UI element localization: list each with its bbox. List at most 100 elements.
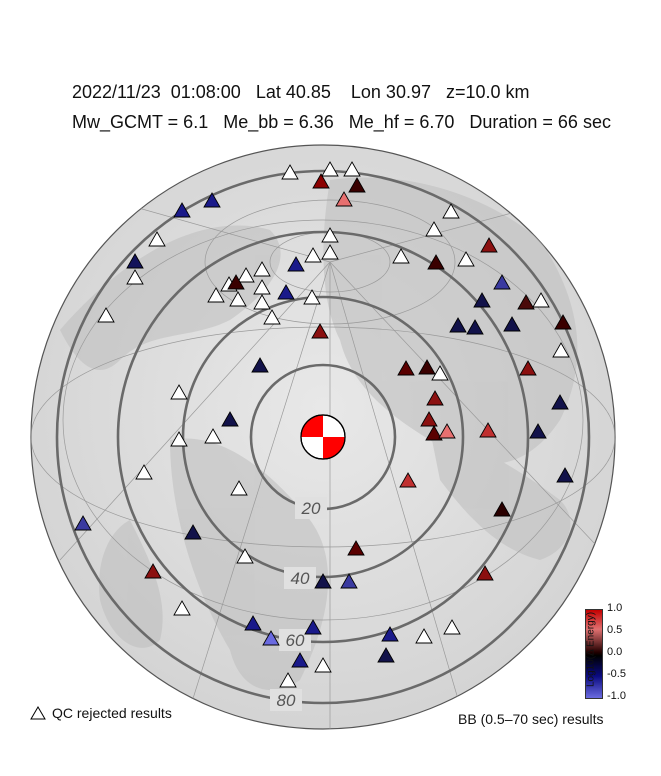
station-qc-rejected: [135, 464, 153, 480]
qc-legend-label: QC rejected results: [52, 705, 172, 721]
station-qc-rejected: [253, 294, 271, 310]
station-marker: [221, 411, 239, 427]
station-qc-rejected: [97, 307, 115, 323]
station-qc-rejected: [321, 244, 339, 260]
colorbar-tick: -1.0: [607, 690, 626, 702]
station-marker: [262, 630, 280, 646]
station-marker: [517, 294, 535, 310]
station-marker: [377, 647, 395, 663]
station-qc-rejected: [321, 161, 339, 177]
colorbar-gradient: [585, 609, 603, 699]
station-qc-rejected: [170, 384, 188, 400]
station-qc-rejected: [425, 221, 443, 237]
station-qc-rejected: [173, 600, 191, 616]
distance-rings: [55, 169, 591, 705]
station-marker: [227, 274, 245, 290]
ring-60: [116, 230, 530, 644]
station-marker: [427, 254, 445, 270]
qc-triangle-icon: [30, 706, 46, 720]
station-marker: [420, 411, 438, 427]
station-qc-rejected: [237, 267, 255, 283]
station-marker: [340, 573, 358, 589]
station-marker: [466, 319, 484, 335]
colorbar-tick: -0.5: [607, 668, 626, 680]
station-marker: [418, 359, 436, 375]
station-marker: [347, 540, 365, 556]
station-qc-rejected: [230, 480, 248, 496]
station-marker: [251, 357, 269, 373]
qc-legend: QC rejected results: [30, 705, 172, 721]
station-marker: [277, 284, 295, 300]
station-qc-rejected: [343, 161, 361, 177]
event-info-line-1: 2022/11/23 01:08:00 Lat 40.85 Lon 30.97 …: [72, 82, 530, 102]
station-qc-rejected: [457, 251, 475, 267]
colorbar-tick: 0.5: [607, 624, 623, 636]
station-marker: [519, 360, 537, 376]
colorbar-title: Log10(Δ Energy): [585, 611, 597, 688]
station-marker: [144, 563, 162, 579]
station-qc-rejected: [204, 428, 222, 444]
station-marker: [399, 472, 417, 488]
station-marker: [554, 314, 572, 330]
station-qc-rejected: [253, 279, 271, 295]
station-qc-rejected: [321, 227, 339, 243]
ring-80: [55, 169, 591, 705]
graticule: [31, 199, 615, 729]
station-marker: [314, 573, 332, 589]
station-qc-rejected: [229, 291, 247, 307]
ring-label-20: 20: [301, 499, 321, 518]
station-qc-rejected: [443, 619, 461, 635]
station-marker: [184, 524, 202, 540]
station-marker: [473, 292, 491, 308]
station-marker: [348, 177, 366, 193]
station-marker: [449, 317, 467, 333]
station-marker: [503, 316, 521, 332]
station-qc-rejected: [392, 248, 410, 264]
station-qc-rejected: [415, 628, 433, 644]
station-marker: [304, 619, 322, 635]
bb-legend-label: BB (0.5–70 sec) results: [458, 711, 604, 727]
station-marker: [438, 423, 456, 439]
station-qc-rejected: [314, 657, 332, 673]
station-marker: [480, 237, 498, 253]
station-marker: [493, 274, 511, 290]
station-marker: [203, 192, 221, 208]
station-qc-rejected: [442, 203, 460, 219]
station-marker: [126, 253, 144, 269]
colorbar-tick: 1.0: [607, 602, 623, 614]
distance-labels: 20 40 60 80: [270, 497, 327, 711]
station-qc-rejected: [253, 261, 271, 277]
station-marker: [493, 501, 511, 517]
station-marker: [529, 423, 547, 439]
station-marker: [287, 256, 305, 272]
station-qc-rejected: [279, 672, 297, 688]
station-qc-rejected: [148, 231, 166, 247]
land-shading: [60, 177, 578, 690]
station-marker: [74, 515, 92, 531]
station-markers: [74, 161, 574, 688]
ring-label-60: 60: [286, 631, 305, 650]
ring-label-40: 40: [291, 569, 310, 588]
station-marker: [381, 626, 399, 642]
ring-label-80: 80: [277, 691, 296, 710]
station-marker: [291, 652, 309, 668]
station-marker: [335, 191, 353, 207]
station-qc-rejected: [236, 548, 254, 564]
station-marker: [425, 425, 443, 441]
station-qc-rejected: [126, 269, 144, 285]
station-marker: [426, 390, 444, 406]
station-marker: [479, 422, 497, 438]
focal-mechanism-beachball: [300, 414, 346, 460]
energy-colorbar: Log10(Δ Energy) 1.0 0.5 0.0 -0.5 -1.0: [577, 602, 657, 702]
station-marker: [312, 173, 330, 189]
station-marker: [397, 360, 415, 376]
station-marker: [173, 202, 191, 218]
station-qc-rejected: [532, 292, 550, 308]
station-marker: [551, 394, 569, 410]
station-qc-rejected: [431, 365, 449, 381]
station-qc-rejected: [303, 289, 321, 305]
station-marker: [556, 467, 574, 483]
station-marker: [476, 565, 494, 581]
station-qc-rejected: [281, 164, 299, 180]
